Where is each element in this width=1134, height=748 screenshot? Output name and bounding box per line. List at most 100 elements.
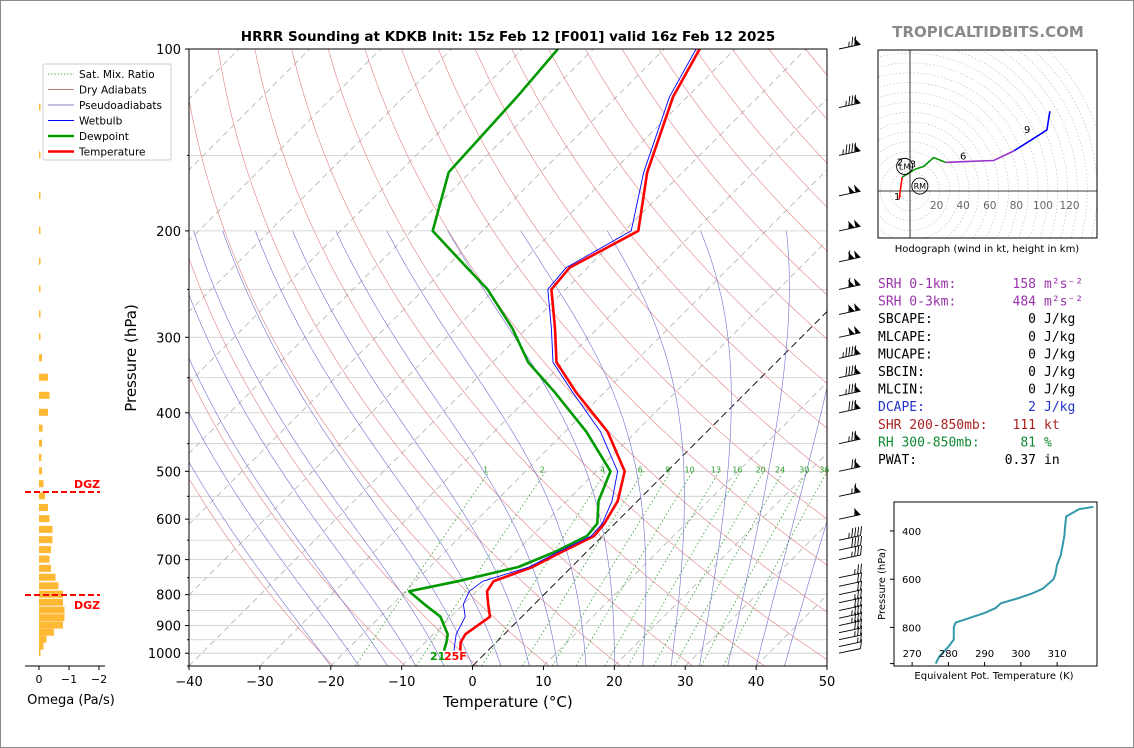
theta-e-panel: 270 280 290 300 310 400 600 800 Equivalent Pot.… xyxy=(877,501,1098,682)
pseudoadiabat-line xyxy=(193,230,445,666)
isotherm-line xyxy=(401,240,827,666)
mixing-ratio-label: 1 xyxy=(483,466,488,475)
mixing-ratio-label: 36 xyxy=(819,466,829,475)
omega-bar xyxy=(39,503,48,511)
omega-tick-label: 0 xyxy=(36,673,43,686)
x-tick-label: 0 xyxy=(468,675,476,690)
wind-barb-full xyxy=(845,366,848,377)
hodograph-height-label: 6 xyxy=(960,152,966,163)
wind-barb xyxy=(838,639,863,654)
wind-barb-full xyxy=(854,94,857,105)
wind-barb-flag xyxy=(848,304,855,313)
pseudoadiabat-line xyxy=(335,230,558,666)
index-label: RH 300-850mb: xyxy=(878,435,980,450)
pseudoadiabat-line xyxy=(784,520,827,666)
index-unit: J/kg xyxy=(1044,347,1075,362)
dry-adiabat-line xyxy=(474,49,827,474)
legend-label: Dewpoint xyxy=(79,131,129,143)
wind-barb-full xyxy=(857,581,860,591)
omega-xlabel: Omega (Pa/s) xyxy=(27,693,115,708)
wind-barb-full xyxy=(857,564,860,574)
legend-label: Pseudoadiabats xyxy=(79,100,162,112)
wind-barb-full xyxy=(848,346,851,357)
wind-barb-full xyxy=(854,364,857,375)
mixing-ratio-label: 30 xyxy=(799,466,809,475)
dry-adiabat-line xyxy=(584,49,827,340)
index-value: 484 xyxy=(1013,295,1037,310)
x-tick-label: 20 xyxy=(606,675,623,690)
omega-bar xyxy=(39,257,41,265)
pseudoadiabat-line xyxy=(727,230,790,666)
omega-bar xyxy=(39,439,42,447)
wind-barb-flag xyxy=(848,220,855,229)
dry-adiabat-line xyxy=(511,49,827,429)
legend-label: Dry Adiabats xyxy=(79,85,147,97)
theta-e-y-tick-label: 800 xyxy=(902,623,921,634)
wind-barb xyxy=(838,345,861,359)
index-value: 111 xyxy=(1013,418,1036,433)
wind-barb-shaft xyxy=(838,43,861,50)
wind-barb-full xyxy=(848,250,851,260)
index-unit: J/kg xyxy=(1044,330,1075,345)
wind-barb-full xyxy=(848,366,851,376)
legend-label: Sat. Mix. Ratio xyxy=(79,69,155,81)
index-unit: m²s⁻² xyxy=(1044,277,1083,292)
mixing-ratio-label-group: 1 2 4 6 8 10 13 16 20 24 30 36 xyxy=(483,466,829,475)
wind-barb-shaft xyxy=(838,648,861,654)
index-label: MLCIN: xyxy=(878,383,925,398)
wind-barb xyxy=(838,526,863,541)
wind-barb-flag xyxy=(853,250,861,259)
dry-adiabat-line xyxy=(254,49,693,666)
omega-tick-label: −2 xyxy=(91,673,107,686)
y-tick-label: 1000 xyxy=(148,647,181,662)
index-unit: in xyxy=(1044,453,1060,468)
hodograph-ring-label: 120 xyxy=(1060,200,1080,212)
wind-barb-flag xyxy=(848,327,855,335)
hodograph-ring-label: 80 xyxy=(1010,200,1023,212)
wind-barb-full xyxy=(851,537,854,548)
theta-e-x-tick-label: 270 xyxy=(903,649,922,660)
wind-barb xyxy=(838,625,863,641)
watermark: TROPICALTIDBITS.COM xyxy=(892,23,1084,41)
pseudoadiabat-line xyxy=(520,230,647,666)
omega-bar xyxy=(39,226,41,234)
wind-barb-full xyxy=(854,546,857,557)
theta-e-x-tick-label: 300 xyxy=(1011,649,1030,660)
theta-e-border xyxy=(893,501,1098,667)
wind-barb-full xyxy=(860,580,863,591)
wind-barb-shaft xyxy=(838,554,861,561)
omega-bar xyxy=(39,480,44,488)
mixing-ratio-line xyxy=(604,471,720,666)
omega-bar xyxy=(39,424,43,432)
dry-adiabat-line xyxy=(327,49,827,661)
wind-barb xyxy=(838,483,861,497)
wind-barb-shaft xyxy=(838,581,861,587)
wind-barb-full xyxy=(851,383,854,394)
dry-adiabat-line xyxy=(189,97,550,666)
y-tick-label: 600 xyxy=(156,513,181,528)
surface-dewpoint-label: 21 xyxy=(430,650,445,663)
wind-barb-full xyxy=(857,619,860,629)
legend-label: Wetbulb xyxy=(79,116,123,128)
dry-adiabat-line xyxy=(217,49,622,666)
wind-barb-column xyxy=(838,36,863,654)
isotherm-line xyxy=(259,98,827,666)
omega-bar xyxy=(39,590,63,598)
wind-barb-flag xyxy=(853,219,861,228)
skewt-border xyxy=(188,48,828,667)
wind-barb-full xyxy=(860,588,863,599)
omega-bar xyxy=(39,333,41,341)
index-unit: kt xyxy=(1044,418,1060,433)
wind-barb-full xyxy=(860,639,863,649)
isotherm-line xyxy=(189,49,736,596)
pseudoadiabat-line xyxy=(386,230,587,666)
x-tick-label: 50 xyxy=(819,675,836,690)
wind-barb-full xyxy=(854,430,857,441)
wind-barb xyxy=(838,563,863,579)
dry-adiabat-line xyxy=(401,49,827,566)
y-tick-label: 400 xyxy=(156,407,181,422)
wind-barb-shaft xyxy=(838,572,861,579)
pseudoadiabat-line xyxy=(755,386,827,666)
